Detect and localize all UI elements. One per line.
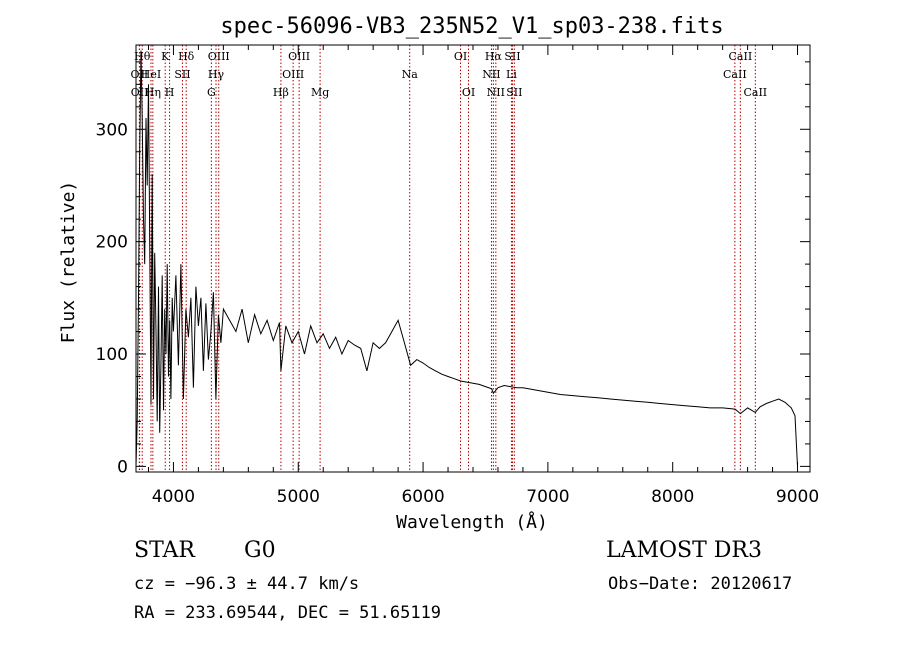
spectral-line-label: Na: [402, 68, 419, 81]
spectral-line-label: OIII: [288, 50, 310, 63]
spectral-line-label: Hθ: [134, 50, 151, 63]
object-subclass: G0: [244, 538, 276, 563]
spectral-line-label: NII: [487, 86, 505, 99]
spectral-line-label: SII: [506, 86, 522, 99]
x-tick-label: 5000: [277, 487, 320, 507]
x-tick-label: 6000: [401, 487, 444, 507]
line-marker-group: [138, 45, 756, 472]
spectral-line-label: K: [161, 50, 170, 63]
spectral-line-label: G: [207, 86, 216, 99]
spectral-line-label: CaII: [723, 68, 747, 81]
spectral-line-label: Li: [506, 68, 517, 81]
spectral-line-label: Hα: [485, 50, 503, 63]
spectral-line-label: H: [165, 86, 175, 99]
spectral-line-label: OI: [454, 50, 467, 63]
y-tick-label: 0: [117, 457, 128, 477]
y-tick-label: 200: [96, 233, 128, 253]
x-tick-label: 9000: [776, 487, 819, 507]
x-axis-label: Wavelength (Å): [396, 511, 548, 533]
spectral-line-label: SII: [504, 50, 520, 63]
spectral-line-label: Hβ: [273, 86, 289, 99]
coordinates: RA = 233.69544, DEC = 51.65119: [134, 603, 442, 623]
observation-date: Obs−Date: 20120617: [608, 574, 793, 594]
y-tick-label: 300: [96, 120, 128, 140]
spectral-line-label: Hη: [145, 86, 161, 99]
spectral-line-label: SII: [174, 68, 190, 81]
y-tick-label: 100: [96, 345, 128, 365]
x-tick-label: 8000: [651, 487, 694, 507]
spectral-line-label: Hγ: [208, 68, 225, 81]
spectral-line-label: Hδ: [178, 50, 195, 63]
spectral-line-label: OII: [131, 68, 149, 81]
spectral-line-label: OIII: [282, 68, 304, 81]
survey-name: LAMOST DR3: [606, 538, 762, 563]
object-class: STAR: [134, 538, 195, 563]
chart-title: spec-56096-VB3_235N52_V1_sp03-238.fits: [220, 14, 723, 39]
spectral-line-label: NII: [482, 68, 500, 81]
spectral-line-label: CaII: [729, 50, 753, 63]
spectral-line-label: HeI: [141, 68, 161, 81]
spectral-line-label: OIII: [208, 50, 230, 63]
x-tick-label: 7000: [526, 487, 569, 507]
spectral-line-label: Mg: [311, 86, 329, 99]
tick-labels: 4000 5000 6000 7000 8000 9000 0 100 200 300: [96, 120, 820, 507]
x-tick-label: 4000: [152, 487, 195, 507]
spectral-line-label: CaII: [743, 86, 767, 99]
redshift-info: cz = −96.3 ± 44.7 km/s: [134, 574, 360, 594]
spectrum-line: [135, 50, 798, 467]
spectral-line-label: OI: [462, 86, 475, 99]
axis-ticks: [136, 45, 810, 472]
y-axis-label: Flux (relative): [58, 181, 79, 344]
spectral-line-label: OII: [131, 86, 149, 99]
